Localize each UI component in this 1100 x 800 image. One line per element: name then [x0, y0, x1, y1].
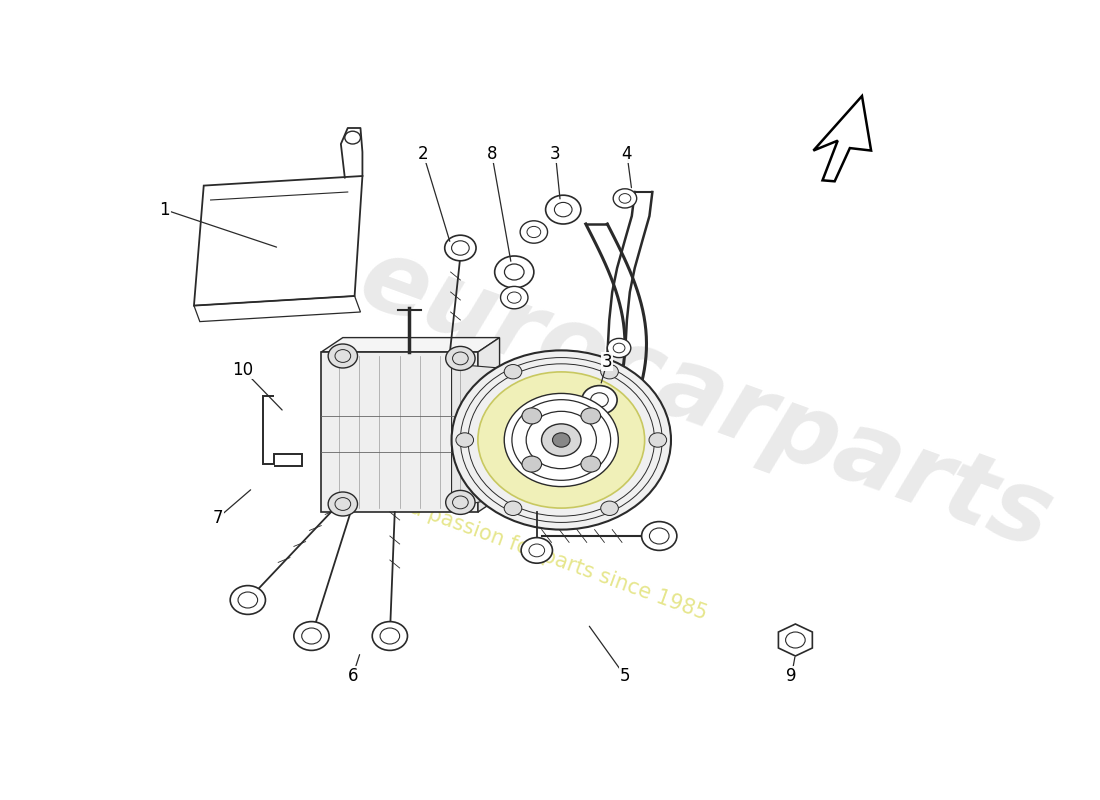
- Text: a passion for parts since 1985: a passion for parts since 1985: [407, 497, 710, 623]
- Circle shape: [649, 433, 667, 447]
- Text: 3: 3: [550, 145, 561, 162]
- Circle shape: [582, 386, 617, 414]
- Circle shape: [455, 433, 473, 447]
- Circle shape: [607, 338, 630, 358]
- Text: 4: 4: [621, 145, 632, 162]
- Text: 7: 7: [212, 510, 222, 527]
- Text: 3: 3: [602, 353, 613, 370]
- Circle shape: [601, 365, 618, 379]
- Polygon shape: [478, 338, 499, 512]
- Circle shape: [230, 586, 265, 614]
- Circle shape: [541, 424, 581, 456]
- Circle shape: [613, 189, 637, 208]
- Polygon shape: [452, 364, 499, 508]
- Text: 1: 1: [160, 201, 169, 218]
- Polygon shape: [321, 352, 478, 512]
- Text: 5: 5: [619, 667, 630, 685]
- Text: 10: 10: [232, 361, 253, 378]
- Circle shape: [477, 372, 645, 508]
- Circle shape: [504, 365, 521, 379]
- Circle shape: [495, 256, 534, 288]
- Circle shape: [294, 622, 329, 650]
- Circle shape: [522, 456, 541, 472]
- Circle shape: [372, 622, 407, 650]
- Circle shape: [500, 286, 528, 309]
- Text: 6: 6: [348, 667, 358, 685]
- Polygon shape: [779, 624, 812, 656]
- Circle shape: [328, 492, 358, 516]
- Circle shape: [328, 344, 358, 368]
- Circle shape: [504, 501, 521, 515]
- Circle shape: [581, 456, 601, 472]
- Circle shape: [546, 195, 581, 224]
- Circle shape: [452, 350, 671, 530]
- Circle shape: [552, 433, 570, 447]
- Circle shape: [504, 394, 618, 486]
- Circle shape: [446, 346, 475, 370]
- Circle shape: [522, 408, 541, 424]
- Circle shape: [521, 538, 552, 563]
- Circle shape: [641, 522, 676, 550]
- Text: 2: 2: [418, 145, 429, 162]
- Circle shape: [601, 501, 618, 515]
- Polygon shape: [321, 338, 499, 352]
- Circle shape: [520, 221, 548, 243]
- Text: 8: 8: [486, 145, 497, 162]
- Circle shape: [446, 490, 475, 514]
- Text: 9: 9: [786, 667, 796, 685]
- Text: eurocarparts: eurocarparts: [346, 230, 1065, 570]
- Circle shape: [581, 408, 601, 424]
- Circle shape: [444, 235, 476, 261]
